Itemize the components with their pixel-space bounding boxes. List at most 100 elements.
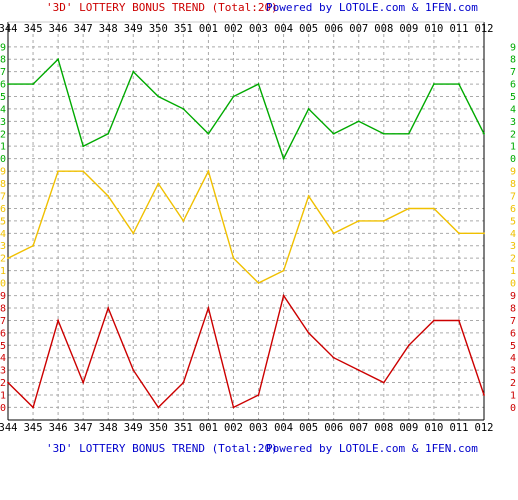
y-tick-label-left: 8 bbox=[0, 55, 6, 66]
y-tick-label-right: 3 bbox=[510, 117, 516, 128]
y-tick-label-left: 8 bbox=[0, 304, 6, 315]
y-tick-label-right: 9 bbox=[510, 42, 516, 53]
y-tick-label-right: 1 bbox=[510, 266, 516, 277]
y-tick-label-right: 4 bbox=[510, 229, 516, 240]
data-point bbox=[182, 381, 185, 384]
data-point bbox=[157, 406, 160, 409]
y-tick-label-right: 1 bbox=[510, 142, 516, 153]
x-tick-label-top: 002 bbox=[224, 23, 243, 35]
data-point bbox=[157, 182, 160, 185]
data-point bbox=[57, 319, 60, 322]
x-tick-label-top: 011 bbox=[449, 23, 468, 35]
y-tick-label-left: 5 bbox=[0, 341, 6, 352]
x-tick-label-top: 006 bbox=[324, 23, 343, 35]
data-point bbox=[332, 356, 335, 359]
y-tick-label-left: 5 bbox=[0, 92, 6, 103]
x-tick-label-top: 001 bbox=[199, 23, 218, 35]
data-point bbox=[107, 195, 110, 197]
x-tick-label-top: 003 bbox=[249, 23, 268, 35]
x-tick-label-bottom: 009 bbox=[399, 422, 418, 434]
y-tick-label-right: 7 bbox=[510, 316, 516, 327]
data-point bbox=[407, 132, 410, 135]
data-point bbox=[382, 381, 385, 384]
x-tick-label-top: 347 bbox=[74, 23, 93, 35]
y-tick-label-left: 1 bbox=[0, 390, 6, 401]
chart-title-top: '3D' LOTTERY BONUS TREND (Total:20) bbox=[46, 1, 278, 14]
x-tick-label-bottom: 350 bbox=[149, 422, 168, 434]
y-tick-label-left: 7 bbox=[0, 67, 6, 78]
data-point bbox=[32, 406, 34, 409]
y-tick-label-right: 8 bbox=[510, 304, 516, 315]
x-tick-label-bottom: 348 bbox=[99, 422, 118, 434]
y-tick-label-right: 0 bbox=[510, 279, 516, 290]
data-point bbox=[207, 307, 210, 309]
x-tick-label-bottom: 002 bbox=[224, 422, 243, 434]
data-point bbox=[307, 195, 310, 197]
data-point bbox=[357, 369, 360, 372]
x-tick-label-top: 348 bbox=[99, 23, 118, 35]
y-tick-label-left: 0 bbox=[0, 279, 6, 290]
y-tick-label-left: 7 bbox=[0, 192, 6, 203]
x-tick-label-bottom: 012 bbox=[475, 422, 494, 434]
y-tick-label-left: 5 bbox=[0, 216, 6, 227]
data-point bbox=[57, 170, 60, 173]
x-tick-label-top: 351 bbox=[174, 23, 193, 35]
data-point bbox=[132, 70, 135, 73]
data-point bbox=[132, 369, 135, 372]
y-tick-label-left: 3 bbox=[0, 366, 6, 377]
y-tick-label-left: 4 bbox=[0, 353, 6, 364]
y-tick-label-right: 7 bbox=[510, 67, 516, 78]
data-point bbox=[132, 232, 135, 235]
x-tick-label-bottom: 345 bbox=[24, 422, 43, 434]
y-tick-label-left: 6 bbox=[0, 328, 6, 339]
y-tick-label-left: 8 bbox=[0, 179, 6, 190]
bottom-title: '3D' LOTTERY BONUS TREND (Total:20) Powe… bbox=[46, 442, 478, 455]
x-tick-label-bottom: 011 bbox=[449, 422, 468, 434]
data-point bbox=[182, 220, 185, 222]
series-line-1 bbox=[8, 57, 485, 161]
data-point bbox=[232, 95, 235, 98]
x-tick-label-bottom: 001 bbox=[199, 422, 218, 434]
data-point bbox=[257, 83, 260, 85]
data-point bbox=[332, 132, 335, 135]
y-tick-label-right: 4 bbox=[510, 104, 516, 115]
plot-frame bbox=[7, 21, 485, 421]
series-lines bbox=[7, 57, 485, 409]
x-tick-label-bottom: 007 bbox=[349, 422, 368, 434]
data-point bbox=[357, 120, 360, 123]
y-tick-label-right: 6 bbox=[510, 204, 516, 215]
y-tick-label-left: 2 bbox=[0, 378, 6, 389]
y-tick-label-left: 1 bbox=[0, 266, 6, 277]
data-point bbox=[157, 95, 160, 98]
y-tick-label-right: 9 bbox=[510, 291, 516, 302]
y-tick-label-left: 6 bbox=[0, 80, 6, 91]
data-point bbox=[357, 220, 360, 222]
data-point bbox=[282, 157, 285, 160]
x-tick-label-bottom: 006 bbox=[324, 422, 343, 434]
data-point bbox=[282, 269, 285, 272]
data-point bbox=[483, 232, 485, 235]
x-tick-label-top: 007 bbox=[349, 23, 368, 35]
x-tick-label-bottom: 349 bbox=[124, 422, 143, 434]
y-tick-label-left: 0 bbox=[0, 403, 6, 414]
x-tick-label-top: 346 bbox=[49, 23, 68, 35]
y-tick-label-right: 3 bbox=[510, 241, 516, 252]
y-tick-label-right: 7 bbox=[510, 192, 516, 203]
y-tick-label-right: 1 bbox=[510, 390, 516, 401]
y-tick-label-left: 3 bbox=[0, 241, 6, 252]
y-tick-label-left: 9 bbox=[0, 291, 6, 302]
x-tick-label-bottom: 008 bbox=[374, 422, 393, 434]
data-point bbox=[432, 207, 435, 210]
data-point bbox=[32, 83, 34, 85]
x-tick-label-bottom: 347 bbox=[74, 422, 93, 434]
data-point bbox=[257, 282, 260, 284]
data-point bbox=[332, 232, 335, 235]
y-tick-label-left: 6 bbox=[0, 204, 6, 215]
y-tick-label-right: 8 bbox=[510, 55, 516, 66]
y-tick-label-left: 7 bbox=[0, 316, 6, 327]
data-point bbox=[432, 319, 435, 322]
y-tick-label-right: 8 bbox=[510, 179, 516, 190]
data-point bbox=[107, 307, 110, 309]
